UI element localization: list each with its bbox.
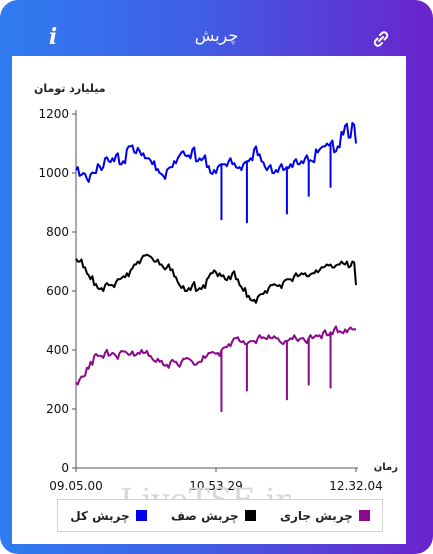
plot-area xyxy=(75,121,357,412)
line-chart: میلیارد تومان زمان 0 200 400 600 800 1000 1200… xyxy=(34,82,398,493)
legend-label-queue: چربش صف xyxy=(171,508,239,523)
x-tick-label: 10.53.29 xyxy=(189,479,242,493)
legend-label-total: چربش کل xyxy=(70,508,130,523)
series-line-2 xyxy=(75,325,356,386)
y-axis-label: میلیارد تومان xyxy=(34,82,106,95)
axes: 0 200 400 600 800 1000 1200 09.05.00 10.53.29 12.… xyxy=(38,107,382,493)
y-tick-label: 1200 xyxy=(38,107,69,121)
legend-item-current[interactable]: چربش جاری xyxy=(280,509,370,523)
series-line-1 xyxy=(75,253,357,304)
link-icon-glyph xyxy=(373,31,389,47)
page-title: چربش xyxy=(194,26,239,45)
y-tick-label: 0 xyxy=(61,461,69,475)
series-line-0 xyxy=(75,121,357,183)
legend-item-total[interactable]: چربش کل xyxy=(70,508,147,523)
y-tick-label: 400 xyxy=(46,343,69,357)
y-tick-label: 800 xyxy=(46,225,69,239)
legend-item-queue[interactable]: چربش صف xyxy=(171,509,256,523)
legend-swatch-total xyxy=(135,510,147,521)
info-icon[interactable]: i xyxy=(48,24,58,50)
x-tick-label: 09.05.00 xyxy=(49,479,102,493)
x-axis-label: زمان xyxy=(374,462,398,473)
y-tick-label: 1000 xyxy=(38,166,69,180)
header-bar: i چربش xyxy=(0,0,433,54)
legend-label-current: چربش جاری xyxy=(280,508,353,523)
legend-swatch-current xyxy=(358,510,370,521)
link-icon[interactable] xyxy=(370,28,392,50)
y-tick-label: 600 xyxy=(46,284,69,298)
y-tick-label: 200 xyxy=(46,402,69,416)
chart-legend: چربش کل چربش صف چربش جاری xyxy=(57,499,383,532)
chart-panel: میلیارد تومان زمان 0 200 400 600 800 1000 1200… xyxy=(12,56,406,544)
legend-swatch-queue xyxy=(244,510,256,521)
x-tick-label: 12.32.04 xyxy=(329,479,382,493)
